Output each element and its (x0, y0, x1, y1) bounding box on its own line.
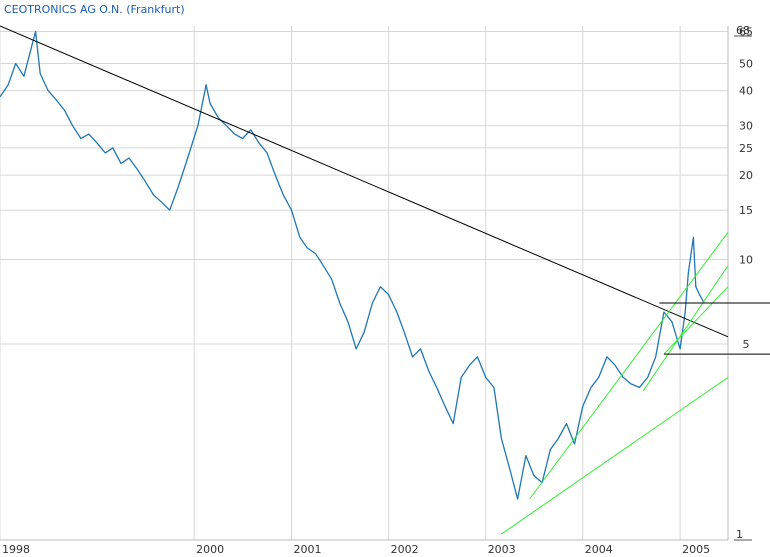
price-series-line-0 (0, 30, 705, 500)
y-tick-label-1: 5 (743, 338, 750, 351)
trend-line-4 (663, 286, 729, 355)
chart-marks (0, 25, 770, 535)
x-tick-label-5: 2004 (585, 543, 613, 556)
x-tick-label-1: 2000 (196, 543, 224, 556)
x-tick-label-3: 2002 (391, 543, 419, 556)
trend-line-0 (0, 25, 729, 338)
y-tick-label-7: 40 (739, 85, 753, 98)
x-tick-label-6: 2005 (682, 543, 710, 556)
x-tick-label-2: 2001 (294, 543, 322, 556)
y-tick-label-2: 10 (739, 254, 753, 267)
x-tick-label-0: 1998 (2, 543, 30, 556)
x-axis: 1998 2000 2001 2002 2003 2004 2005 (0, 539, 728, 556)
plot-area (0, 26, 728, 540)
y-tick-label-10: 68 (736, 24, 750, 37)
trend-line-3 (642, 265, 729, 392)
y-tick-label-5: 25 (739, 142, 753, 155)
chart-title: CEOTRONICS AG O.N. (Frankfurt) (4, 3, 185, 16)
y-tick-label-0: 1 (736, 528, 743, 541)
plot-area-top-margin (0, 0, 770, 26)
trend-line-2 (529, 232, 729, 500)
y-tick-label-8: 50 (739, 57, 753, 70)
trend-line-1 (501, 376, 729, 535)
y-tick-label-4: 20 (739, 169, 753, 182)
x-tick-label-4: 2003 (488, 543, 516, 556)
y-tick-label-3: 15 (739, 204, 753, 217)
y-tick-label-9: 65 (739, 25, 753, 38)
y-tick-label-6: 30 (739, 120, 753, 133)
